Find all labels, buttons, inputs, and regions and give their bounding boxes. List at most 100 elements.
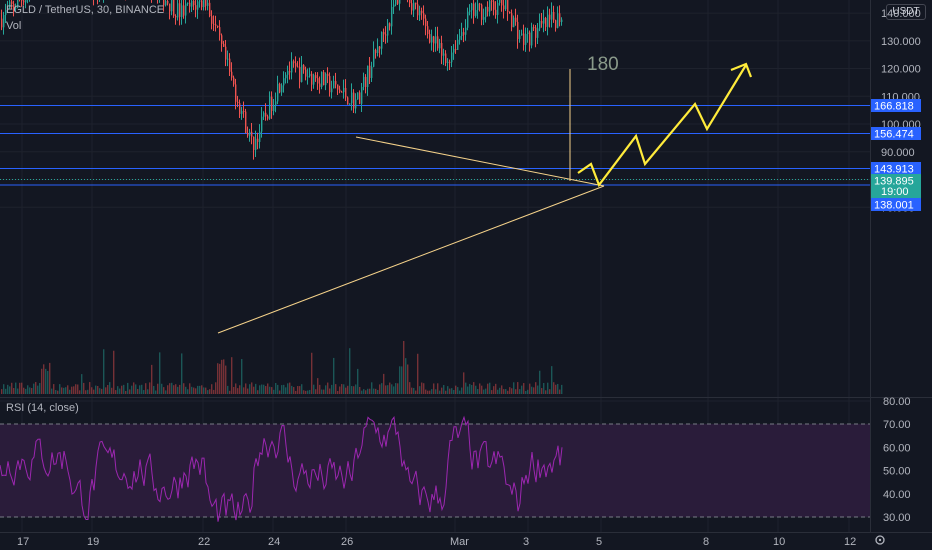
volume-bar <box>281 385 283 394</box>
candle-body <box>185 3 187 16</box>
badge-166-bg <box>871 99 921 112</box>
volume-bar <box>507 390 509 394</box>
volume-bar <box>557 383 559 394</box>
volume-bar <box>303 390 305 394</box>
volume-bar <box>409 382 411 394</box>
volume-bar <box>551 366 553 394</box>
symbol-title[interactable]: EGLD / TetherUS, 30, BINANCE <box>6 4 165 16</box>
time-axis[interactable]: 17 19 22 24 26 Mar 3 5 8 10 12 <box>17 536 856 548</box>
volume-bar <box>113 350 115 394</box>
volume-bar <box>93 389 95 394</box>
candle-body <box>173 0 175 16</box>
candle-body <box>467 11 469 28</box>
volume-bar <box>57 390 59 394</box>
candle-body <box>205 0 207 6</box>
candle-body <box>459 35 461 40</box>
volume-bar <box>109 382 111 394</box>
candle-body <box>547 14 549 27</box>
candle-body <box>449 61 451 63</box>
candle-body <box>341 91 343 93</box>
candle-body <box>291 61 293 73</box>
badge-143: 143.913 <box>874 164 914 176</box>
volume-bar <box>157 383 159 394</box>
candle-body <box>499 0 501 3</box>
volume-bar <box>377 389 379 394</box>
volume-bar <box>133 382 135 394</box>
volume-bar <box>211 384 213 394</box>
volume-bar <box>35 382 37 394</box>
candle-body <box>475 10 477 16</box>
candle-body <box>355 99 357 109</box>
candle-body <box>455 48 457 50</box>
candle-body <box>415 2 417 5</box>
candle-body <box>417 4 419 16</box>
rsi-tick-label: 40.00 <box>883 489 911 501</box>
candle-body <box>13 4 15 9</box>
triangle-pattern[interactable] <box>217 136 605 334</box>
volume-bar <box>239 385 241 394</box>
volume-bar <box>447 386 449 394</box>
volume-bar <box>477 388 479 394</box>
candle-body <box>373 49 375 67</box>
projection-path[interactable] <box>577 62 753 188</box>
horizontal-levels[interactable] <box>0 105 870 186</box>
volume-bar <box>259 385 261 394</box>
candle-body <box>259 131 261 142</box>
volume-bar <box>75 384 77 394</box>
candle-body <box>521 33 523 36</box>
volume-bar <box>21 382 23 394</box>
volume-bar <box>153 385 155 394</box>
volume-bar <box>145 383 147 394</box>
candle-body <box>419 10 421 16</box>
badge-countdown: 19:00 <box>881 186 909 198</box>
candle-body <box>537 28 539 38</box>
volume-bar <box>31 388 33 394</box>
volume-bar <box>365 390 367 394</box>
volume-bar <box>315 389 317 394</box>
candle-body <box>545 17 547 27</box>
candle-body <box>15 7 17 9</box>
volume-bar <box>19 382 21 394</box>
volume-bar <box>11 382 13 394</box>
volume-bar <box>361 390 363 394</box>
currency-unit-button[interactable]: USDT <box>886 4 926 20</box>
price-tick-label: 120.000 <box>881 64 921 76</box>
candle-body <box>445 53 447 64</box>
rsi-axis[interactable]: 80.00 70.00 60.00 50.00 40.00 30.00 <box>883 396 911 524</box>
candle-body <box>349 103 351 105</box>
candle-body <box>513 17 515 28</box>
volume-bar <box>291 385 293 394</box>
volume-bar <box>83 382 85 394</box>
rsi-label[interactable]: RSI (14, close) <box>6 402 79 414</box>
candle-body <box>279 83 281 93</box>
candle-body <box>193 0 195 6</box>
volume-bar <box>49 362 51 394</box>
candle-body <box>267 116 269 119</box>
volume-bar <box>131 385 133 394</box>
candle-body <box>531 27 533 46</box>
volume-bar <box>103 349 105 394</box>
volume-bar <box>295 390 297 394</box>
volume-bar <box>167 385 169 394</box>
volume-bar <box>327 382 329 394</box>
volume-bar <box>501 385 503 394</box>
candle-body <box>253 136 255 151</box>
volume-bar <box>375 388 377 394</box>
badge-156-bg <box>871 127 921 140</box>
volume-bar <box>469 383 471 394</box>
volume-label[interactable]: Vol <box>6 20 22 32</box>
candle-body <box>461 32 463 36</box>
candle-body <box>1 18 3 28</box>
volume-bar <box>215 382 217 394</box>
candle-body <box>309 73 311 77</box>
volume-bar <box>463 372 465 394</box>
candle-body <box>23 0 25 3</box>
candle-body <box>333 81 335 89</box>
volume-bar <box>445 390 447 394</box>
gear-icon[interactable] <box>875 535 885 545</box>
candle-body <box>391 6 393 27</box>
volume-bar <box>125 390 127 394</box>
badge-156: 156.474 <box>874 129 914 141</box>
volume-bar <box>341 384 343 394</box>
